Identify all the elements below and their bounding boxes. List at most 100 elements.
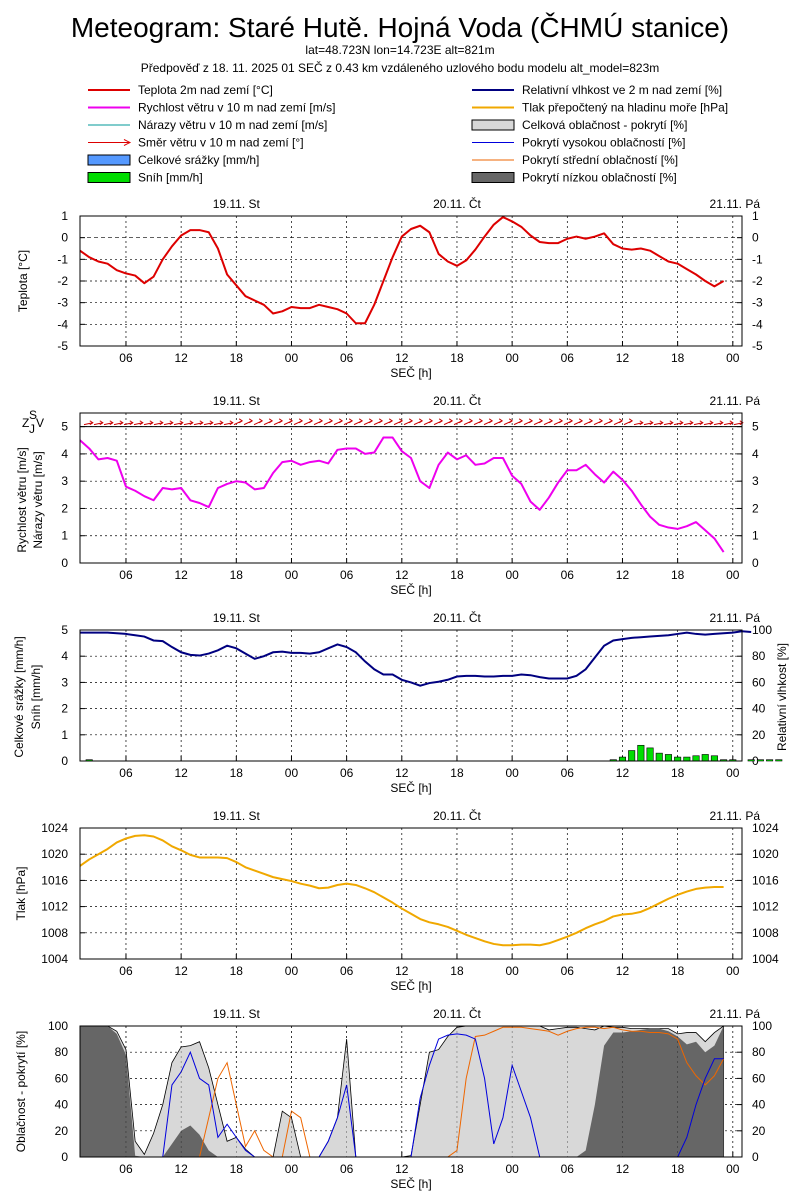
press-xtick-label: 18 — [450, 964, 464, 978]
wind-direction-arrowhead — [709, 420, 714, 426]
wind-direction-arrowhead — [388, 418, 394, 424]
wind-direction-arrow — [133, 422, 143, 426]
legend-label-left-0: Teplota 2m nad zemí [°C] — [138, 83, 273, 97]
wind-xtick-label: 06 — [340, 568, 354, 582]
precip-ytick-label-right: 40 — [752, 702, 766, 716]
temp-ytick-label: -5 — [57, 339, 68, 353]
wind-direction-arrowhead — [628, 418, 634, 424]
wind-direction-arrow — [213, 422, 223, 426]
wind-ytick-label-right: 0 — [752, 556, 759, 570]
cloud-day-label: 19.11. St — [213, 1007, 261, 1021]
press-ytick-label-right: 1008 — [752, 926, 779, 940]
wind-direction-arrowhead — [408, 418, 414, 424]
wind-xtick-label: 12 — [395, 568, 409, 582]
wind-direction-arrowhead — [179, 420, 184, 426]
snow-bar — [655, 752, 663, 762]
wind-direction-arrowhead — [398, 418, 404, 424]
precip-xtick-label: 12 — [616, 766, 630, 780]
cloud-ytick-label: 60 — [55, 1071, 69, 1085]
cloud-day-label: 20.11. Čt — [433, 1006, 481, 1021]
snow-bar — [710, 755, 718, 762]
precip-xtick-label: 18 — [671, 766, 685, 780]
cloud-xtick-label: 18 — [450, 1162, 464, 1176]
cloud-xaxis-title: SEČ [h] — [390, 1176, 431, 1191]
press-day-label: 19.11. St — [213, 809, 261, 823]
wind-direction-arrow — [673, 422, 683, 426]
wind-ytick-label: 4 — [61, 447, 68, 461]
temp-ytick-label-right: 1 — [752, 209, 759, 223]
wind-direction-arrow — [123, 422, 133, 426]
precip-yaxis-title-1: Celkové srážky [mm/h] — [12, 636, 26, 757]
precip-ytick-label: 4 — [61, 649, 68, 663]
temp-ytick-label-right: -1 — [752, 252, 763, 266]
legend-label-left-2: Nárazy větru v 10 m nad zemí [m/s] — [138, 118, 327, 132]
wind-direction-arrow — [663, 422, 673, 426]
press-day-label: 21.11. Pá — [710, 809, 761, 823]
wind-direction-arrow — [703, 422, 713, 426]
wind-xtick-label: 18 — [671, 568, 685, 582]
rh-yaxis-title: Relativní vlhkost [%] — [775, 643, 789, 751]
press-xtick-label: 12 — [395, 964, 409, 978]
legend-label-left-1: Rychlost větru v 10 m nad zemí [m/s] — [138, 101, 335, 115]
wind-xtick-label: 00 — [505, 568, 519, 582]
legend-label-left-4: Celkové srážky [mm/h] — [138, 153, 259, 167]
press-ytick-label: 1012 — [41, 900, 68, 914]
low-cloud-area — [80, 1026, 724, 1157]
wind-direction-arrowhead — [588, 418, 594, 424]
wind-ytick-label-right: 5 — [752, 420, 759, 434]
wind-direction-arrowhead — [338, 418, 344, 424]
precip-xtick-label: 06 — [340, 766, 354, 780]
wind-direction-arrowhead — [368, 418, 374, 424]
wind-direction-arrowhead — [608, 418, 614, 424]
wind-direction-arrow — [203, 422, 213, 426]
wind-direction-arrow — [713, 422, 723, 426]
wind-direction-arrowhead — [99, 420, 104, 426]
wind-direction-arrowhead — [649, 420, 654, 426]
wind-direction-arrowhead — [558, 418, 564, 424]
cloud-ytick-label: 20 — [55, 1124, 69, 1138]
cloud-ytick-label-right: 40 — [752, 1098, 766, 1112]
cloud-frame — [79, 1025, 743, 1158]
press-ytick-label-right: 1012 — [752, 900, 779, 914]
temp-ytick-label-right: -4 — [752, 317, 763, 331]
wind-direction-arrowhead — [598, 418, 604, 424]
cloud-ytick-label-right: 100 — [752, 1019, 772, 1033]
precip-ytick-label-right: 60 — [752, 675, 766, 689]
press-xaxis-title: SEČ [h] — [390, 978, 431, 993]
cloud-xtick-label: 18 — [230, 1162, 244, 1176]
wind-xaxis-title: SEČ [h] — [390, 582, 431, 597]
snow-bar — [674, 756, 682, 762]
wind-ytick-label-right: 1 — [752, 529, 759, 543]
wind-ytick-label-right: 4 — [752, 447, 759, 461]
legend-label-right-2: Celková oblačnost - pokrytí [%] — [522, 118, 687, 132]
press-xtick-label: 00 — [285, 964, 299, 978]
wind-xtick-label: 12 — [616, 568, 630, 582]
compass-w: Z — [22, 416, 29, 430]
wind-direction-arrowhead — [189, 420, 194, 426]
wind-direction-arrowhead — [308, 418, 314, 424]
wind-direction-arrowhead — [278, 418, 284, 424]
precip-ytick-label-right: 0 — [752, 754, 759, 768]
wind-direction-arrow — [183, 422, 193, 426]
temp-xtick-label: 12 — [616, 351, 630, 365]
precip-xtick-label: 18 — [450, 766, 464, 780]
precip-xtick-label: 00 — [726, 766, 740, 780]
wind-direction-arrow — [93, 422, 103, 426]
precip-ytick-label: 3 — [61, 675, 68, 689]
wind-direction-arrowhead — [248, 418, 254, 424]
temp-xtick-label: 06 — [561, 351, 575, 365]
press-xtick-label: 12 — [616, 964, 630, 978]
temp-ytick-label: -3 — [57, 296, 68, 310]
wind-direction-arrow — [683, 422, 693, 426]
press-xtick-label: 00 — [505, 964, 519, 978]
temp-day-label: 20.11. Čt — [433, 196, 481, 211]
wind-xtick-label: 18 — [230, 568, 244, 582]
snow-bar — [646, 747, 654, 762]
meteogram-chart: 19.11. St 20.11. Čt 21.11. Pá1 10 0-1 -1-2 -2-… — [12, 196, 789, 1191]
press-yaxis-title: Tlak [hPa] — [14, 866, 28, 920]
press-ytick-label: 1016 — [41, 873, 68, 887]
press-ytick-label: 1024 — [41, 821, 68, 835]
wind-direction-arrowhead — [508, 418, 514, 424]
cloud-xtick-label: 12 — [395, 1162, 409, 1176]
wind-direction-arrowhead — [438, 418, 444, 424]
